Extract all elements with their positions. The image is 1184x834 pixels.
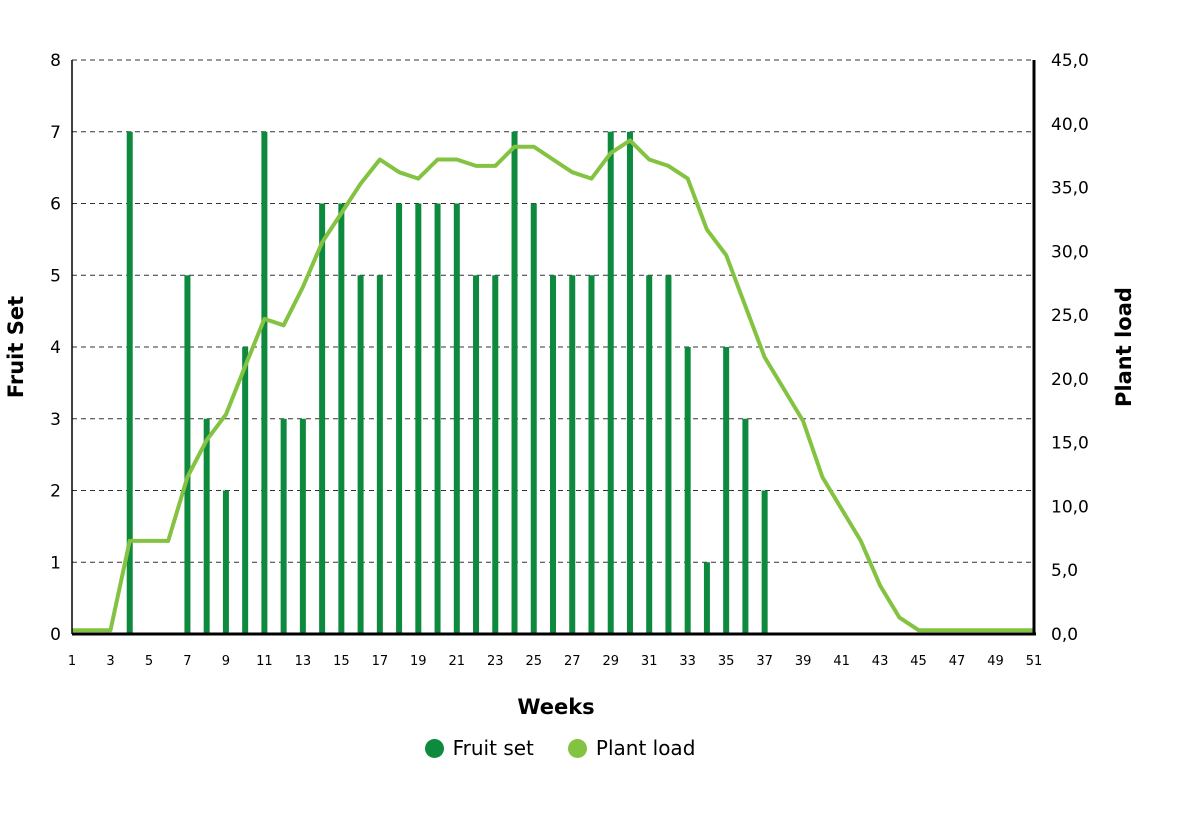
x-axis-title: Weeks xyxy=(517,695,594,719)
y2-tick-label: 0,0 xyxy=(1051,625,1078,645)
bar-fruit-set xyxy=(530,203,537,634)
bar-fruit-set xyxy=(588,275,595,634)
bar-series-fruit-set xyxy=(126,131,768,634)
bar-fruit-set xyxy=(684,347,691,634)
y2-tick-label: 10,0 xyxy=(1051,497,1089,517)
x-tick-label: 33 xyxy=(679,654,696,669)
axes xyxy=(71,60,1036,636)
bar-fruit-set xyxy=(742,418,749,634)
legend-item-plant-load: Plant load xyxy=(567,736,696,760)
x-tick-label: 37 xyxy=(756,654,773,669)
bar-fruit-set xyxy=(703,562,710,634)
y-axis-title: Fruit Set xyxy=(4,296,28,398)
y-tick-label: 2 xyxy=(50,482,61,502)
legend: Fruit set Plant load xyxy=(0,736,1120,760)
y2-tick-label: 20,0 xyxy=(1051,370,1089,390)
bar-fruit-set xyxy=(646,275,653,634)
bar-fruit-set xyxy=(723,347,730,634)
bar-fruit-set xyxy=(511,131,518,634)
x-tick-label: 45 xyxy=(910,654,927,669)
y2-tick-label: 30,0 xyxy=(1051,242,1089,262)
legend-label-fruit-set: Fruit set xyxy=(452,736,534,760)
y2-axis-title: Plant load xyxy=(1112,287,1136,407)
y2-tick-label: 40,0 xyxy=(1051,115,1089,135)
x-tick-label: 15 xyxy=(333,654,350,669)
bar-fruit-set xyxy=(569,275,576,634)
bar-fruit-set xyxy=(492,275,499,634)
bar-fruit-set xyxy=(357,275,364,634)
y-tick-label: 1 xyxy=(50,553,61,573)
bar-fruit-set xyxy=(242,347,249,634)
bar-fruit-set xyxy=(280,418,287,634)
y2-tick-label: 45,0 xyxy=(1051,51,1089,71)
line-series-plant-load xyxy=(72,138,1034,633)
x-tick-label: 47 xyxy=(949,654,966,669)
y-tick-label: 6 xyxy=(50,195,61,215)
x-tick-label: 31 xyxy=(641,654,658,669)
x-tick-label: 7 xyxy=(183,654,191,669)
bar-fruit-set xyxy=(415,203,422,634)
bar-fruit-set xyxy=(376,275,383,634)
x-tick-label: 43 xyxy=(872,654,889,669)
x-tick-label: 11 xyxy=(256,654,273,669)
x-tick-label: 23 xyxy=(487,654,504,669)
y2-tick-label: 5,0 xyxy=(1051,561,1078,581)
y-tick-label: 3 xyxy=(50,410,61,430)
bar-fruit-set xyxy=(473,275,480,634)
x-tick-label: 3 xyxy=(106,654,114,669)
y2-tick-label: 35,0 xyxy=(1051,179,1089,199)
bar-fruit-set xyxy=(338,203,345,634)
bar-fruit-set xyxy=(665,275,672,634)
bar-fruit-set xyxy=(761,490,768,634)
y-tick-label: 0 xyxy=(50,625,61,645)
bar-fruit-set xyxy=(607,131,614,634)
y-tick-label: 7 xyxy=(50,123,61,143)
x-tick-label: 25 xyxy=(525,654,542,669)
bar-fruit-set xyxy=(396,203,403,634)
bar-fruit-set xyxy=(184,275,191,634)
bar-fruit-set xyxy=(222,490,229,634)
x-tick-label: 35 xyxy=(718,654,735,669)
bar-fruit-set xyxy=(126,131,133,634)
x-tick-label: 49 xyxy=(987,654,1004,669)
y2-tick-label: 25,0 xyxy=(1051,306,1089,326)
x-tick-label: 5 xyxy=(145,654,153,669)
legend-item-fruit-set: Fruit set xyxy=(424,736,534,760)
line-plant-load xyxy=(72,138,1034,633)
x-tick-label: 21 xyxy=(449,654,466,669)
x-tick-label: 51 xyxy=(1026,654,1043,669)
x-tick-label: 9 xyxy=(222,654,230,669)
x-tick-label: 1 xyxy=(68,654,76,669)
y-tick-label: 8 xyxy=(50,51,61,71)
x-tick-label: 41 xyxy=(833,654,850,669)
legend-marker-fruit-set xyxy=(424,738,444,758)
x-tick-label: 27 xyxy=(564,654,581,669)
x-tick-label: 29 xyxy=(602,654,619,669)
x-tick-label: 17 xyxy=(372,654,389,669)
legend-label-plant-load: Plant load xyxy=(595,736,696,760)
y-tick-label: 5 xyxy=(50,266,61,286)
bar-fruit-set xyxy=(319,203,326,634)
y2-tick-label: 15,0 xyxy=(1051,434,1089,454)
x-tick-label: 19 xyxy=(410,654,427,669)
x-tick-label: 13 xyxy=(295,654,312,669)
bar-fruit-set xyxy=(626,131,633,634)
x-tick-label: 39 xyxy=(795,654,812,669)
bar-fruit-set xyxy=(453,203,460,634)
bar-fruit-set xyxy=(299,418,306,634)
y-tick-label: 4 xyxy=(50,338,61,358)
bar-fruit-set xyxy=(203,418,210,634)
tick-labels: 0123456780,05,010,015,020,025,030,035,04… xyxy=(50,51,1089,669)
bar-fruit-set xyxy=(550,275,556,634)
bar-fruit-set xyxy=(434,203,441,634)
bar-fruit-set xyxy=(261,131,268,634)
legend-marker-plant-load xyxy=(567,738,587,758)
